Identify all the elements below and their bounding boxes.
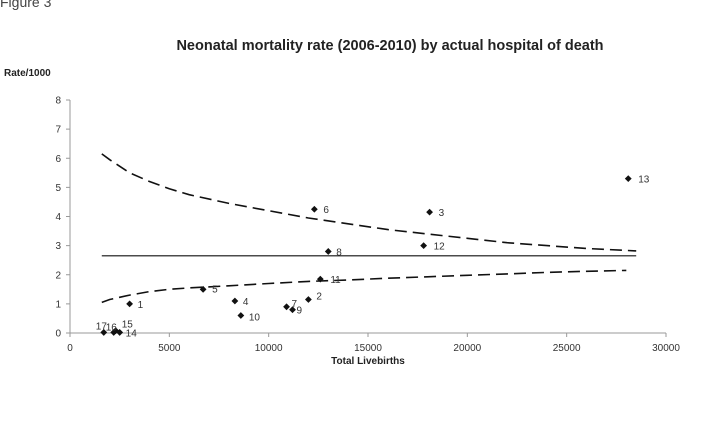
data-point-10 [237,312,245,319]
data-label-16: 16 [106,322,118,333]
x-tick-label: 25000 [553,343,581,354]
data-label-4: 4 [243,297,249,308]
y-tick-label: 4 [55,212,61,223]
y-tick-label: 7 [55,125,61,136]
data-point-3 [426,208,433,216]
data-point-7 [283,303,290,311]
x-tick-label: 20000 [453,343,481,354]
data-label-10: 10 [249,313,261,324]
x-tick-label: 15000 [354,343,382,354]
data-label-6: 6 [323,205,329,216]
data-point-17 [100,329,108,336]
data-point-11 [316,275,324,283]
x-tick-label: 0 [67,343,73,354]
data-point-6 [310,205,318,213]
data-point-16 [110,329,118,336]
data-point-1 [126,300,133,308]
x-tick-label: 5000 [158,343,181,354]
y-tick-label: 1 [55,299,61,310]
data-point-13 [624,175,632,183]
data-label-7: 7 [292,299,298,310]
data-point-5 [199,285,207,293]
data-label-11: 11 [330,275,341,286]
data-point-4 [231,297,239,305]
y-tick-label: 5 [55,183,61,194]
data-label-15: 15 [122,320,134,331]
data-label-1: 1 [138,300,144,311]
y-axis-title: Rate/1000 [4,68,51,79]
y-tick-label: 0 [55,329,61,340]
x-tick-label: 30000 [652,343,680,354]
data-point-9 [289,306,296,314]
upper-limit-curve [101,153,637,252]
x-tick-label: 10000 [255,343,283,354]
data-label-8: 8 [336,247,342,258]
data-label-12: 12 [434,242,446,253]
data-point-12 [420,242,428,250]
y-tick-label: 6 [55,154,61,165]
figure-label: Figure 3 [0,0,52,10]
data-label-13: 13 [638,175,650,186]
y-tick-label: 2 [55,270,61,281]
data-label-17: 17 [96,321,108,332]
data-point-2 [305,296,312,303]
data-label-14: 14 [126,328,138,339]
data-label-5: 5 [212,284,218,295]
y-tick-label: 8 [55,96,61,107]
lower-limit-curve [101,269,627,304]
data-label-3: 3 [439,208,445,219]
x-axis-title: Total Livebirths [331,356,405,367]
chart-title: Neonatal mortality rate (2006-2010) by a… [176,38,604,54]
data-point-8 [324,248,332,255]
data-label-9: 9 [297,306,303,317]
y-tick-label: 3 [55,241,61,252]
data-label-2: 2 [316,292,322,303]
